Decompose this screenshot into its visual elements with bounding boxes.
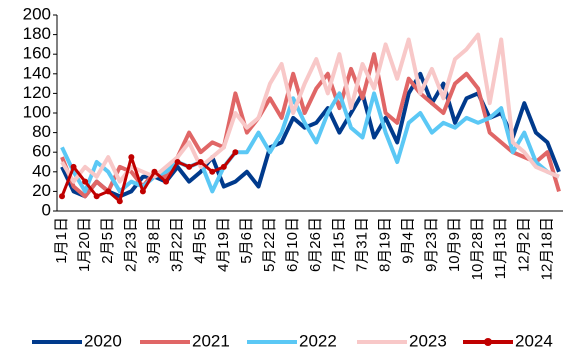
point	[93, 193, 100, 200]
x-tick-label: 6月10日	[284, 217, 301, 272]
x-tick-label: 10月28日	[469, 217, 486, 280]
y-tick-label: 0	[42, 200, 51, 219]
legend-label: 2023	[409, 331, 447, 350]
x-tick-label: 10月9日	[446, 217, 463, 272]
x-tick-label: 12月2日	[515, 217, 532, 272]
legend-label: 2020	[84, 331, 122, 350]
y-tick-label: 180	[23, 24, 51, 43]
y-tick-label: 120	[23, 83, 51, 102]
point	[128, 154, 135, 161]
legend-label: 2024	[515, 331, 553, 350]
point	[174, 159, 181, 165]
series-line	[60, 32, 560, 184]
y-tick-label: 60	[32, 142, 51, 161]
point	[209, 168, 216, 175]
x-tick-label: 5月6日	[238, 217, 255, 264]
legend-label: 2022	[299, 331, 337, 350]
y-tick-label: 20	[32, 181, 51, 200]
x-tick-label: 5月22日	[261, 217, 278, 272]
point	[116, 198, 123, 205]
point	[139, 188, 146, 195]
x-tick-label: 2月5日	[99, 217, 116, 264]
x-tick-label: 4月5日	[192, 217, 209, 264]
x-tick-label: 2月23日	[122, 217, 139, 272]
x-tick-label: 1月20日	[76, 217, 93, 272]
point	[186, 163, 193, 170]
x-tick-label: 9月4日	[400, 217, 417, 264]
series-line	[60, 91, 560, 194]
y-tick-label: 160	[23, 44, 51, 63]
point	[163, 178, 170, 185]
point	[59, 193, 65, 200]
x-tick-label: 3月22日	[169, 217, 186, 272]
point	[70, 163, 77, 170]
y-tick-label: 100	[23, 102, 51, 121]
point	[197, 159, 204, 165]
legend-label: 2021	[192, 331, 230, 350]
point	[82, 178, 89, 185]
x-tick-label: 3月8日	[145, 217, 162, 264]
y-tick-label: 40	[32, 161, 51, 180]
x-tick-label: 4月19日	[215, 217, 232, 272]
legend-marker	[484, 338, 492, 346]
x-tick-label: 12月18日	[538, 217, 555, 280]
y-tick-label: 80	[32, 122, 51, 141]
series-line	[60, 151, 237, 203]
x-tick-label: 11月13日	[492, 217, 509, 279]
x-tick-label: 9月23日	[423, 217, 440, 272]
point	[105, 188, 112, 195]
point	[232, 149, 239, 156]
point	[220, 163, 227, 170]
series-line	[60, 71, 561, 199]
x-tick-label: 8月19日	[377, 217, 394, 272]
x-tick-label: 6月26日	[307, 217, 324, 272]
x-tick-label: 7月31日	[353, 217, 370, 272]
x-tick-label: 1月1日	[53, 217, 70, 264]
x-tick-label: 7月15日	[330, 217, 347, 272]
y-tick-label: 140	[23, 63, 51, 82]
y-tick-label: 200	[23, 4, 51, 23]
point	[151, 168, 158, 175]
